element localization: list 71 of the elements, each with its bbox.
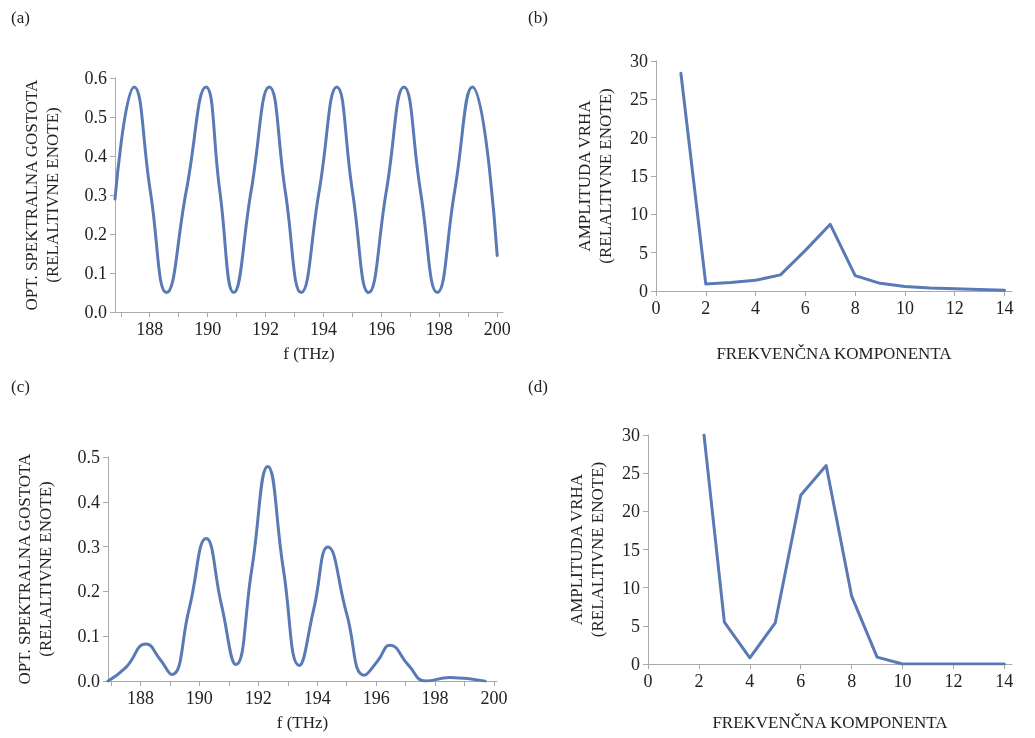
x-axis-title: f (THz) xyxy=(283,344,335,363)
y-tick-label: 0.1 xyxy=(84,263,107,284)
x-tick-label: 200 xyxy=(480,688,508,709)
chart-title: (b) xyxy=(528,8,548,27)
x-tick-label: 8 xyxy=(850,298,860,318)
x-tick-label: 192 xyxy=(244,688,272,709)
x-tick-label: 4 xyxy=(751,298,761,318)
x-axis-title: FREKVENČNA KOMPONENTA xyxy=(716,344,953,363)
y-tick-label: 0.5 xyxy=(84,107,107,128)
chart-title: (d) xyxy=(528,377,548,396)
y-tick-label: 0.2 xyxy=(84,224,107,245)
x-tick-label: 200 xyxy=(483,319,511,340)
x-tick-label: 2 xyxy=(701,298,711,318)
x-tick-label: 10 xyxy=(893,671,912,691)
y-tick-label: 0.3 xyxy=(77,536,100,557)
x-tick-label: 10 xyxy=(895,298,914,318)
y-tick-label: 0.3 xyxy=(84,185,107,206)
chart-title: (c) xyxy=(11,377,30,396)
y-tick-label: 10 xyxy=(622,577,640,598)
x-tick-label: 190 xyxy=(185,688,213,709)
y-tick-label: 20 xyxy=(622,501,640,522)
line-series xyxy=(113,85,499,295)
y-tick-label: 0.4 xyxy=(84,146,107,167)
y-tick-label: 30 xyxy=(630,51,648,71)
x-tick-label: 6 xyxy=(800,298,810,318)
y-tick-label: 0.6 xyxy=(84,68,107,88)
x-tick-label: 192 xyxy=(252,319,280,340)
x-axis-title: f (THz) xyxy=(276,713,329,732)
y-axis-title: OPT. SPEKTRALNA GOSTOTA (RELALTIVNE ENOTE) xyxy=(15,452,55,685)
y-tick-label: 30 xyxy=(622,425,640,445)
y-tick-label: 0.0 xyxy=(84,302,107,323)
y-tick-label: 15 xyxy=(622,539,640,560)
x-tick-label: 196 xyxy=(362,688,390,709)
x-tick-label: 198 xyxy=(421,688,449,709)
y-axis-title: AMPLITUDA VRHA (RELALTIVNE ENOTE) xyxy=(575,88,615,264)
y-tick-label: 0.0 xyxy=(77,671,100,692)
x-tick-label: 4 xyxy=(745,671,755,691)
x-axis-title: FREKVENČNA KOMPONENTA xyxy=(712,713,949,732)
y-tick-label: 15 xyxy=(630,166,648,186)
x-tick-label: 14 xyxy=(995,298,1014,318)
x-tick-label: 8 xyxy=(847,671,857,691)
x-tick-label: 198 xyxy=(425,319,453,340)
y-tick-label: 0.2 xyxy=(77,581,100,602)
x-tick-label: 188 xyxy=(136,319,164,340)
x-tick-label: 188 xyxy=(126,688,154,709)
x-tick-label: 12 xyxy=(944,671,963,691)
y-tick-label: 0.4 xyxy=(77,491,100,512)
x-tick-label: 194 xyxy=(309,319,337,340)
y-tick-label: 0 xyxy=(631,654,640,674)
line-series xyxy=(106,464,487,683)
x-tick-label: 12 xyxy=(945,298,964,318)
y-tick-label: 10 xyxy=(630,204,648,225)
x-tick-label: 14 xyxy=(995,671,1014,691)
y-tick-label: 0.5 xyxy=(77,447,100,467)
y-tick-label: 25 xyxy=(630,89,648,110)
x-tick-label: 194 xyxy=(303,688,331,709)
x-tick-label: 2 xyxy=(694,671,704,691)
y-tick-label: 25 xyxy=(622,463,640,484)
x-tick-label: 190 xyxy=(194,319,222,340)
x-tick-label: 196 xyxy=(367,319,395,340)
chart-title: (a) xyxy=(11,8,30,27)
y-axis-title: OPT. SPEKTRALNA GOSTOTA (RELALTIVNE ENOTE) xyxy=(22,78,62,311)
y-tick-label: 0.1 xyxy=(77,626,100,647)
y-tick-label: 5 xyxy=(639,242,648,263)
y-tick-label: 0 xyxy=(639,281,648,301)
line-series xyxy=(679,71,1007,292)
y-tick-label: 5 xyxy=(631,615,640,636)
y-axis-title: AMPLITUDA VRHA (RELALTIVNE ENOTE) xyxy=(567,461,607,638)
line-series xyxy=(702,433,1006,666)
y-tick-label: 20 xyxy=(630,127,648,148)
x-tick-label: 6 xyxy=(796,671,806,691)
